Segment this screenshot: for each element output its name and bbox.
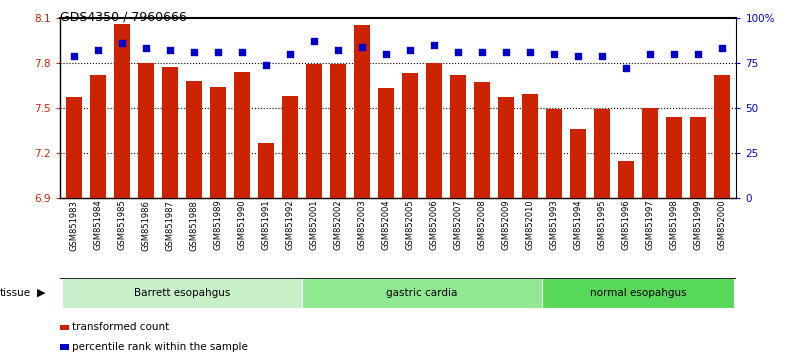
Bar [522,95,538,198]
Text: gastric cardia: gastric cardia [386,288,458,298]
Bar [690,117,706,198]
Bar [498,97,513,198]
Bar [451,75,466,198]
Point [692,51,704,57]
Point [716,46,728,51]
Point [236,49,248,55]
Point [115,40,128,46]
Point [283,51,296,57]
Point [332,47,345,53]
Point [668,51,681,57]
Point [308,38,321,44]
Bar [90,75,106,198]
Bar [542,278,734,308]
Text: transformed count: transformed count [72,322,169,332]
Text: tissue: tissue [0,288,31,298]
Text: ▶: ▶ [37,288,46,298]
Bar [546,109,562,198]
Point [595,53,608,58]
Point [356,44,369,50]
Point [188,49,201,55]
Bar [115,24,130,198]
Point [548,51,560,57]
Bar [354,25,370,198]
Bar [426,63,442,198]
Bar [714,75,730,198]
Bar [666,117,681,198]
Bar [642,108,657,198]
Point [92,47,104,53]
Point [643,51,656,57]
Bar [258,143,274,198]
Text: Barrett esopahgus: Barrett esopahgus [134,288,230,298]
Point [475,49,488,55]
Point [212,49,224,55]
Bar [594,109,610,198]
Bar [474,82,490,198]
Bar [210,87,226,198]
Bar [62,278,302,308]
Point [164,47,177,53]
Bar [66,97,82,198]
Point [572,53,584,58]
Bar [618,161,634,198]
Bar [402,73,418,198]
Bar [570,129,586,198]
Bar [302,278,542,308]
Bar [283,96,298,198]
Point [140,46,153,51]
Bar [306,64,322,198]
Bar [162,67,178,198]
Bar [378,88,394,198]
Point [68,53,80,58]
Text: GDS4350 / 7960666: GDS4350 / 7960666 [60,11,186,24]
Bar [186,81,202,198]
Bar [234,72,250,198]
Point [500,49,513,55]
Text: percentile rank within the sample: percentile rank within the sample [72,342,248,352]
Point [451,49,464,55]
Point [380,51,392,57]
Point [619,65,632,71]
Point [427,42,440,47]
Point [259,62,272,68]
Point [404,47,416,53]
Bar [139,63,154,198]
Text: normal esopahgus: normal esopahgus [590,288,686,298]
Point [524,49,537,55]
Bar [330,64,345,198]
